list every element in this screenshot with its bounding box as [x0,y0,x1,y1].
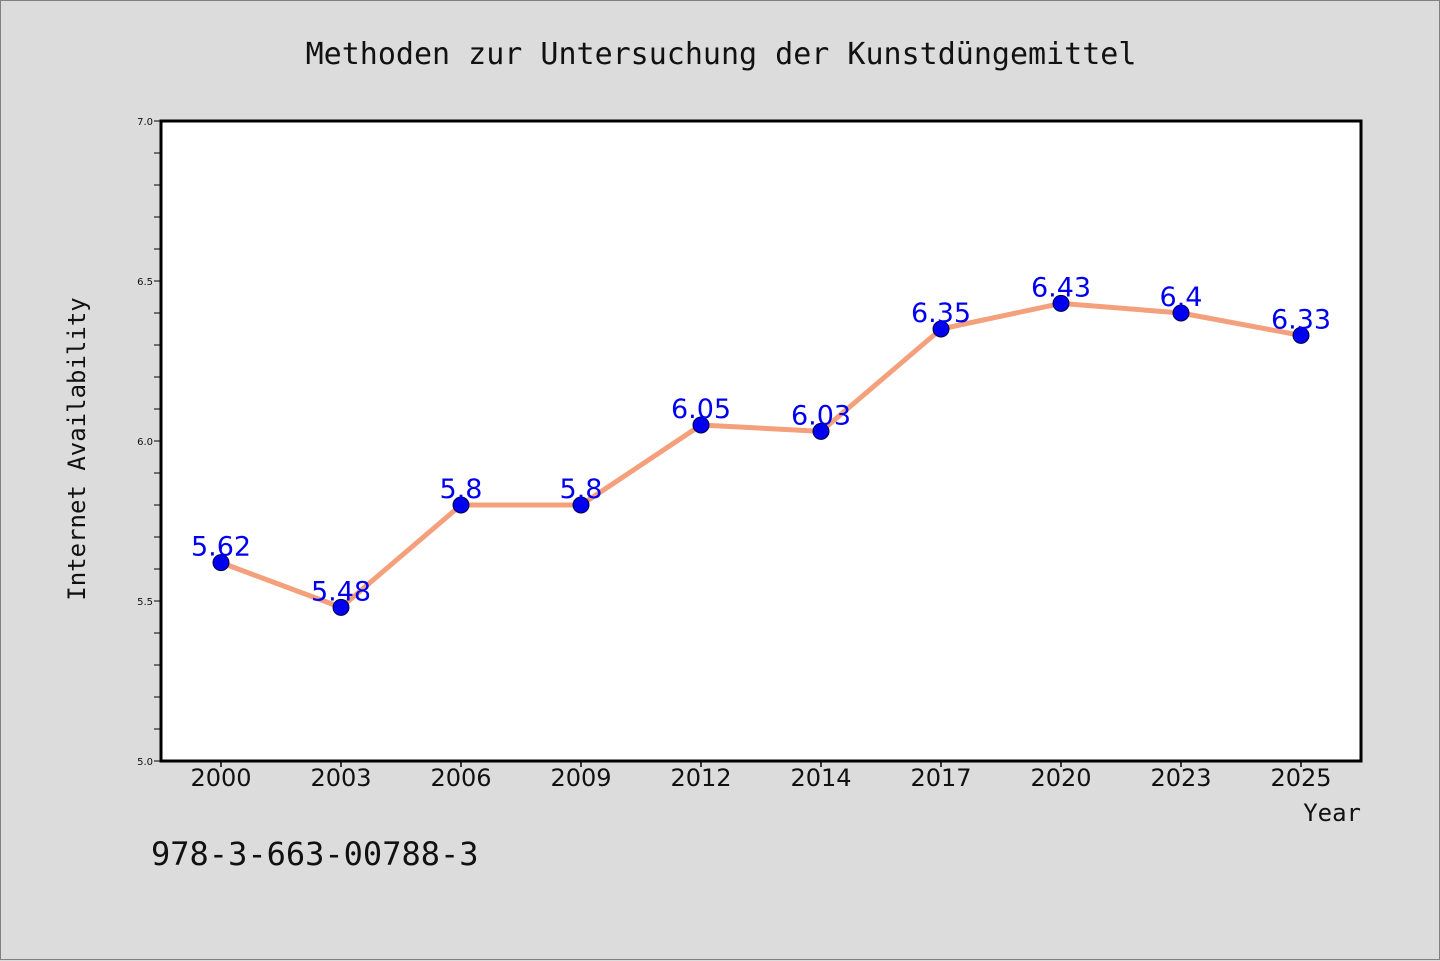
y-axis-title: Internet Availability [63,297,91,600]
data-label: 5.8 [560,474,603,505]
y-tick-label: 6.5 [137,277,153,288]
x-tick-label: 2012 [670,764,731,792]
data-label: 6.33 [1271,304,1331,335]
x-axis: 2000 2003 2006 2009 2012 2014 2017 2020 2023 2025 [190,761,1332,792]
chart-title: Methoden zur Untersuchung der Kunstdünge… [306,37,1137,72]
data-label: 5.48 [311,576,371,607]
data-point [212,554,230,572]
data-label: 6.43 [1031,272,1091,303]
x-tick-label: 2009 [550,764,611,792]
data-point [452,496,470,514]
data-label: 6.4 [1160,282,1203,313]
data-label: 6.35 [911,298,971,329]
footer-code: 978-3-663-00788-3 [151,835,479,873]
x-tick-label: 2023 [1150,764,1211,792]
y-tick-label: 6.0 [137,437,153,448]
data-point [572,496,590,514]
data-point [1172,304,1190,322]
data-point [692,416,710,434]
series-layer: 5.62 5.48 5.8 5.8 6.05 6.03 6.35 6.43 6.4 6.33 [191,272,1331,616]
data-point [1292,326,1310,344]
data-point [932,320,950,338]
x-tick-label: 2025 [1270,764,1331,792]
y-tick-label: 5.0 [137,757,153,768]
data-label: 6.05 [671,394,731,425]
data-point [812,422,830,440]
x-tick-label: 2006 [430,764,491,792]
data-label: 6.03 [791,400,851,431]
y-axis: 5.0 5.5 6.0 6.5 7.0 [137,117,161,768]
data-label: 5.8 [440,474,483,505]
x-axis-title: Year [1303,799,1361,827]
x-tick-label: 2000 [190,764,251,792]
y-tick-label: 7.0 [137,117,153,128]
data-label: 5.62 [191,532,251,563]
x-tick-label: 2020 [1030,764,1091,792]
series-line [218,300,1304,610]
x-tick-label: 2014 [790,764,851,792]
data-point [332,598,350,616]
y-tick-label: 5.5 [137,597,153,608]
plot-area [159,119,1363,763]
x-tick-label: 2017 [910,764,971,792]
x-tick-label: 2003 [310,764,371,792]
data-point [1052,294,1070,312]
